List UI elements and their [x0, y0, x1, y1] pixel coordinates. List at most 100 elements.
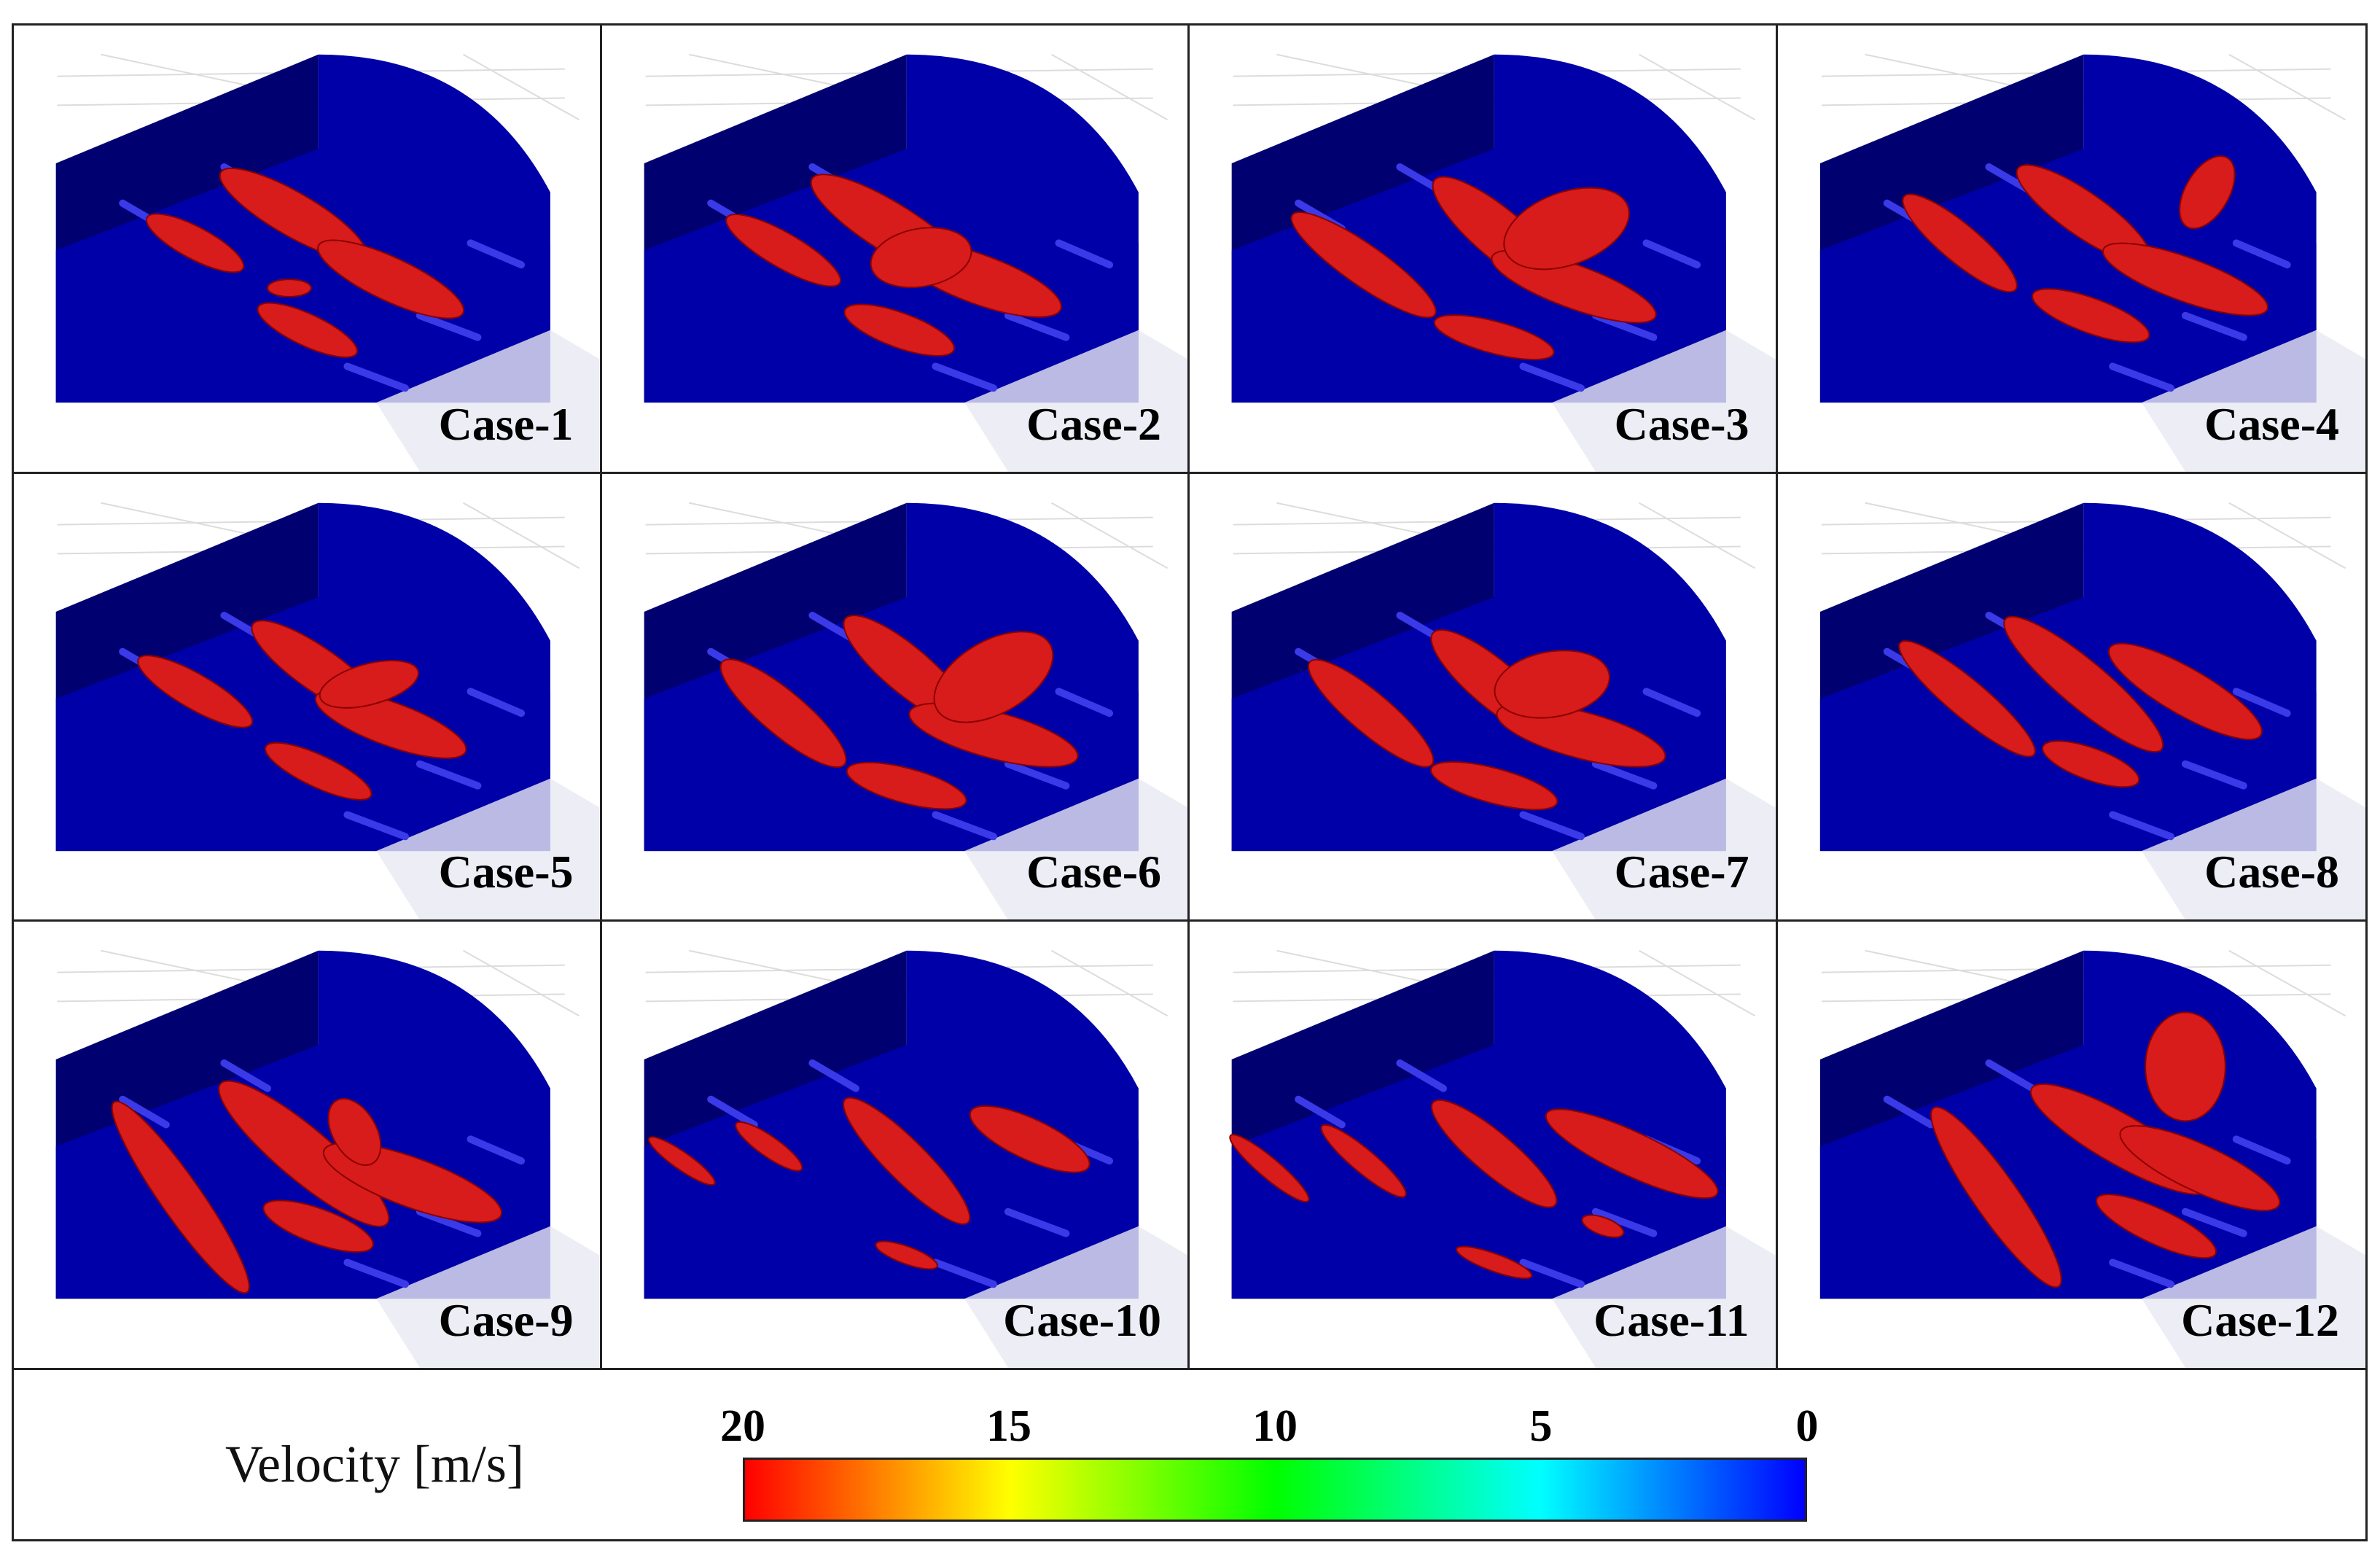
nozzle [1642, 239, 1701, 269]
case-label: Case-5 [438, 846, 574, 898]
tick-label: 10 [1252, 1401, 1298, 1451]
nozzle [2108, 362, 2174, 392]
case-panel-2: Case-2 [601, 26, 1190, 474]
velocity-plume [1290, 211, 1437, 319]
base-box [964, 330, 1187, 472]
tick-label: 20 [720, 1401, 765, 1451]
case-label: Case-8 [2204, 846, 2339, 898]
base-box [2141, 1226, 2365, 1368]
velocity-plume [842, 1097, 970, 1226]
velocity-plume [2002, 615, 2164, 752]
nozzle [1004, 760, 1069, 790]
velocity-plume [1320, 1124, 1407, 1199]
tick-label: 15 [986, 1401, 1031, 1451]
velocity-plume [1430, 1100, 1558, 1209]
case-panel-1: Case-1 [14, 26, 602, 474]
velocity-isosurface-scene [1819, 502, 2365, 920]
nozzle [808, 1059, 859, 1093]
nozzle [1004, 311, 1069, 341]
velocity-plume [1930, 1106, 2062, 1288]
velocity-plume [317, 239, 465, 319]
nozzle [343, 811, 409, 840]
nozzle [220, 1059, 272, 1093]
figure: Case-1 Case-2 Case-3 Case-4 Case-5 Case-… [12, 23, 2368, 1541]
velocity-plume [2119, 1125, 2280, 1212]
nozzle [343, 1258, 409, 1288]
base-box [1552, 778, 1776, 920]
velocity-plume [137, 654, 254, 728]
velocity-plume [874, 1240, 938, 1270]
velocity-colorbar [743, 1458, 1807, 1522]
nozzle [1519, 362, 1585, 392]
nozzle [1883, 1096, 1935, 1129]
velocity-plume [1433, 314, 1555, 361]
nozzle [1055, 688, 1113, 717]
case-panel-11: Case-11 [1190, 922, 1778, 1370]
nozzle [2181, 1208, 2247, 1237]
nozzle [931, 1258, 997, 1288]
case-label: Case-2 [1026, 397, 1161, 450]
velocity-plume [1503, 187, 1630, 271]
case-label: Case-6 [1026, 846, 1161, 898]
tick-label: 0 [1795, 1401, 1819, 1451]
velocity-isosurface-scene [1819, 950, 2365, 1368]
velocity-plume [2095, 1194, 2217, 1259]
floor [55, 596, 550, 851]
case-label: Case-9 [438, 1294, 574, 1346]
nozzle [931, 811, 997, 840]
nozzle [2108, 811, 2174, 840]
nozzle [706, 1096, 758, 1129]
case-grid: Case-1 Case-2 Case-3 Case-4 Case-5 Case-… [14, 26, 2365, 1370]
case-panel-9: Case-9 [14, 922, 602, 1370]
floor [1231, 596, 1726, 851]
velocity-plume [846, 761, 967, 810]
nozzle [2108, 1258, 2174, 1288]
base-box [2141, 778, 2365, 920]
velocity-plume [969, 1105, 1090, 1174]
velocity-plume [267, 279, 312, 297]
case-panel-5: Case-5 [14, 473, 602, 922]
velocity-legend: Velocity [m/s] 20 15 10 5 0 [14, 1370, 2365, 1539]
velocity-plume [2107, 642, 2263, 740]
case-panel-4: Case-4 [1777, 26, 2365, 474]
nozzle [1055, 239, 1113, 269]
floor [55, 149, 550, 403]
case-panel-10: Case-10 [601, 922, 1190, 1370]
case-label: Case-12 [2181, 1294, 2339, 1346]
velocity-isosurface-scene [55, 53, 600, 472]
velocity-isosurface-scene [644, 502, 1187, 920]
base-box [2141, 330, 2365, 472]
velocity-plume [1429, 760, 1558, 811]
nozzle [1984, 1059, 2036, 1093]
nozzle [415, 760, 482, 790]
velocity-plume [734, 1121, 803, 1172]
velocity-plume [1901, 193, 2018, 293]
nozzle [1591, 760, 1658, 790]
nozzle [2232, 239, 2291, 269]
nozzle [343, 362, 409, 392]
velocity-isosurface-scene [1231, 502, 1776, 920]
base-box [376, 330, 600, 472]
case-label: Case-11 [1593, 1294, 1749, 1346]
velocity-plume [1456, 1245, 1533, 1280]
velocity-plume [319, 659, 419, 709]
velocity-plume [327, 1098, 382, 1167]
nozzle [1519, 811, 1585, 840]
velocity-plume [2031, 288, 2150, 343]
velocity-plume [1545, 1108, 1719, 1199]
velocity-plume [264, 742, 372, 801]
base-box [964, 778, 1187, 920]
velocity-plume [218, 1080, 390, 1228]
velocity-plume [262, 1199, 374, 1253]
nozzle [1642, 688, 1701, 717]
nozzle [467, 688, 526, 717]
base-box [964, 1226, 1187, 1368]
velocity-plume [111, 1100, 250, 1294]
velocity-plume [2102, 242, 2268, 316]
nozzle [1519, 1258, 1585, 1288]
case-panel-3: Case-3 [1190, 26, 1778, 474]
velocity-isosurface-scene [55, 950, 600, 1368]
velocity-plume [719, 658, 847, 768]
velocity-isosurface-scene [55, 502, 600, 920]
velocity-plume [1897, 639, 2036, 758]
